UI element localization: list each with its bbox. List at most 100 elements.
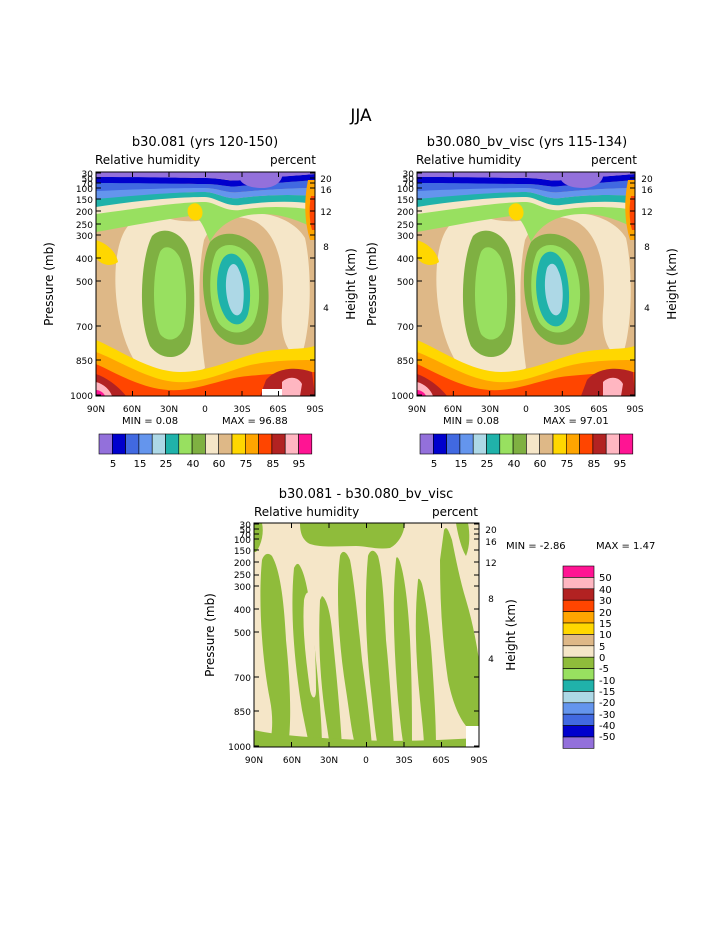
colorbar-box [218, 433, 233, 455]
colorbar-box [619, 433, 634, 455]
panel-3-variable-label: Relative humidity [254, 505, 359, 519]
panel-1-cbar-label-5: 5 [110, 459, 116, 470]
panel-2-y-axis-label: Pressure (mb) [365, 242, 379, 326]
panel-1-y-tick-marks [96, 172, 315, 396]
colorbar-box [112, 433, 126, 455]
panel-3-region-green-bottom [254, 730, 479, 747]
panel-1-colorbar [98, 433, 313, 455]
panel-1-ytick-400: 400 [76, 255, 93, 265]
panel-3-ytick-500: 500 [234, 629, 251, 639]
colorbar-box [258, 433, 273, 455]
panel-1-ytick-30: 30 [82, 170, 94, 180]
colorbar-box [245, 433, 259, 455]
panel-3-colorbar [562, 565, 595, 749]
colorbar-box [98, 433, 113, 455]
panel-1-ytick-50: 50 [82, 175, 94, 185]
panel-3-x-tick-marks [253, 523, 480, 747]
panel-1-cbar-label-40: 40 [187, 459, 200, 470]
panel-1-ytick-700: 700 [76, 323, 93, 333]
panel-3-cbar-label-m5: -5 [599, 664, 609, 675]
panel-3-region-green-col7 [415, 578, 436, 747]
panel-3-cbar-label-m20: -20 [599, 698, 615, 709]
panel-1-ytick-300: 300 [76, 232, 93, 242]
panel-3-ytick-200: 200 [234, 559, 251, 569]
panel-1-ytick-200: 200 [76, 208, 93, 218]
panel-3-cbar-label-40: 40 [599, 585, 612, 596]
panel-3-cbar-label-5: 5 [599, 642, 605, 653]
colorbar-box [191, 433, 206, 455]
panel-3-region-green-col6 [393, 557, 412, 747]
panel-1-region-upper-cream [96, 196, 315, 214]
panel-1-cbar-label-95: 95 [293, 459, 306, 470]
panel-1-region-lightblue [225, 264, 244, 316]
panel-3-y-axis-label: Pressure (mb) [203, 593, 217, 677]
colorbar-box [231, 433, 246, 455]
panel-2-xtick-90n: 90N [408, 405, 426, 415]
panel-3-ytick-300: 300 [234, 583, 251, 593]
colorbar-box [562, 691, 595, 704]
colorbar-box [432, 433, 447, 455]
colorbar-box [472, 433, 487, 455]
colorbar-box [562, 577, 595, 590]
panel-3-xtick-60n: 60N [283, 756, 301, 766]
panel-1-y2tick-20: 20 [320, 175, 332, 185]
panel-1-cbar-label-75: 75 [240, 459, 253, 470]
panel-3-white-corner [466, 726, 479, 747]
colorbar-box [579, 433, 594, 455]
colorbar-box [562, 622, 595, 635]
panel-3-units-label: percent [432, 505, 478, 519]
panel-2-ytick-250: 250 [397, 221, 414, 231]
panel-2-y2tick-16: 16 [641, 186, 653, 196]
panel-3-cbar-label-15: 15 [599, 619, 612, 630]
panel-2-y2tick-8: 8 [644, 243, 650, 253]
panel-2-cbar-label-85: 85 [588, 459, 601, 470]
colorbar-box [419, 433, 434, 455]
panel-1-region-top-purple-right [238, 172, 283, 188]
panel-3: b30.081 - b30.080_bv_visc Relative humid… [203, 487, 655, 766]
panel-3-cbar-label-0: 0 [599, 653, 605, 664]
panel-1-cbar-label-60: 60 [213, 459, 226, 470]
panel-3-max-text: MAX = 1.47 [596, 541, 655, 552]
panel-2-ytick-50: 50 [403, 175, 415, 185]
panel-2-contour-field [417, 172, 635, 396]
panel-3-xtick-90s: 90S [470, 756, 487, 766]
panel-1-contour-field [96, 172, 315, 396]
panel-1-xtick-60n: 60N [123, 405, 141, 415]
panel-1-ytick-850: 850 [76, 357, 93, 367]
panel-1-min-text: MIN = 0.08 [122, 416, 178, 427]
panel-3-region-cream-blob [303, 592, 316, 698]
panel-1-ytick-1000: 1000 [70, 392, 93, 402]
panel-3-cbar-label-20: 20 [599, 608, 612, 619]
colorbar-box [284, 433, 299, 455]
colorbar-box [562, 736, 595, 749]
panel-2-cbar-label-60: 60 [534, 459, 547, 470]
panel-1-xtick-60s: 60S [269, 405, 286, 415]
panel-2-xtick-30n: 30N [481, 405, 499, 415]
panel-2-cbar-label-40: 40 [508, 459, 521, 470]
panel-1-cbar-label-15: 15 [134, 459, 147, 470]
panel-1: b30.081 (yrs 120-150) Relative humidity … [42, 135, 358, 470]
panel-1-max-text: MAX = 96.88 [222, 416, 288, 427]
panel-3-cbar-label-m15: -15 [599, 687, 615, 698]
panel-3-cbar-label-m10: -10 [599, 676, 615, 687]
colorbar-box [459, 433, 474, 455]
panel-2-region-upper-teal [417, 192, 635, 207]
colorbar-box [271, 433, 286, 455]
panel-3-y2-axis-label: Height (km) [504, 599, 518, 670]
panel-3-ytick-700: 700 [234, 674, 251, 684]
panel-1-ytick-100: 100 [76, 185, 93, 195]
panel-2: b30.080_bv_visc (yrs 115-134) Relative h… [365, 135, 679, 470]
panel-1-region-green-light-left [154, 247, 187, 340]
panel-3-ytick-850: 850 [234, 708, 251, 718]
panel-2-colorbar [419, 433, 634, 455]
colorbar-box [562, 588, 595, 601]
panel-3-cbar-label-30: 30 [599, 596, 612, 607]
panel-2-region-upper-cream [417, 196, 635, 214]
panel-3-region-green-right [440, 528, 479, 726]
panel-2-region-right-edge-red [629, 196, 635, 230]
panel-3-xtick-30s: 30S [395, 756, 412, 766]
panel-2-ytick-100: 100 [397, 185, 414, 195]
panel-3-y2tick-12: 12 [485, 559, 496, 569]
panel-1-region-yellow-spot [187, 203, 203, 221]
panel-1-y2tick-16: 16 [320, 186, 332, 196]
